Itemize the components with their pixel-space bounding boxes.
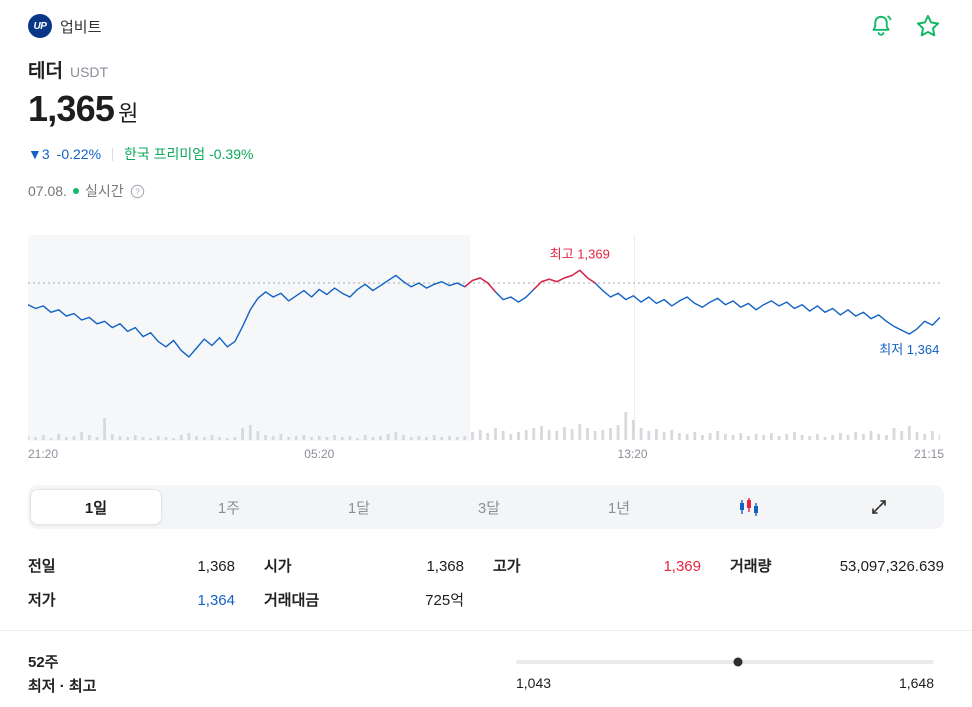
low-annotation: 최저 1,364 — [879, 342, 939, 357]
stat-label: 거래대금 — [264, 592, 320, 609]
previous-day-shade — [28, 235, 471, 441]
x-axis-labels: 21:20 05:20 13:20 21:15 — [28, 445, 944, 463]
upbit-logo-icon[interactable]: UP — [28, 14, 52, 38]
coin-title-row: 테더 USDT — [0, 40, 972, 83]
stat-trade-value: 거래대금 725억 — [264, 589, 464, 610]
period-tab-bar: 1일 1주 1달 3달 1년 — [28, 485, 944, 529]
coin-name: 테더 — [28, 61, 63, 82]
volume-bars — [28, 412, 940, 440]
favorite-star-icon[interactable] — [914, 12, 942, 40]
tab-3m[interactable]: 3달 — [477, 499, 501, 517]
price-line-above-prev-close — [533, 269, 596, 290]
candle-chart-button[interactable] — [684, 485, 814, 529]
candle-chart-icon — [738, 497, 760, 517]
high-annotation: 최고 1,369 — [550, 246, 610, 261]
stat-empty — [493, 589, 701, 610]
week52-section: 52주 최저 · 최고 1,043 1,648 — [0, 631, 972, 699]
x-axis-label: 13:20 — [617, 447, 648, 461]
stat-volume: 거래량 53,097,326.639 — [730, 555, 944, 576]
tab-1y[interactable]: 1년 — [607, 499, 631, 517]
price-line-above-prev-close — [464, 277, 497, 293]
live-label: 실시간 — [84, 183, 124, 199]
stat-label: 거래량 — [730, 558, 772, 575]
stat-value: 1,369 — [663, 558, 701, 575]
x-axis-label: 21:15 — [913, 447, 944, 461]
coin-symbol: USDT — [69, 64, 109, 80]
currency-label: 원 — [118, 101, 139, 126]
change-percent: -0.22% — [56, 146, 102, 162]
app-name: 업비트 — [60, 18, 102, 36]
week52-low: 1,043 — [516, 675, 552, 691]
current-price: 1,365 — [28, 88, 115, 129]
brand[interactable]: UP 업비트 — [28, 14, 101, 38]
live-dot-icon — [72, 188, 79, 194]
date-row: 07.08. 실시간 ? — [0, 164, 972, 201]
stat-label: 고가 — [493, 558, 521, 575]
week52-range-slider: 1,043 1,648 — [516, 651, 934, 699]
fullscreen-icon — [869, 497, 889, 517]
stat-label: 저가 — [28, 592, 56, 609]
x-axis-label: 21:20 — [28, 447, 59, 461]
stat-value: 1,364 — [197, 592, 235, 609]
change-row: ▼3 -0.22% 한국 프리미엄 -0.39% — [0, 130, 972, 164]
stat-low: 저가 1,364 — [28, 589, 235, 610]
tab-1m[interactable]: 1달 — [347, 499, 371, 517]
week52-title: 52주 — [28, 654, 59, 671]
week52-high: 1,648 — [898, 675, 934, 691]
stat-open: 시가 1,368 — [264, 555, 464, 576]
divider — [112, 147, 114, 161]
kimchi-premium: 한국 프리미엄 -0.39% — [124, 146, 254, 162]
stat-value: 1,368 — [197, 558, 235, 575]
change-amount: ▼3 — [28, 146, 50, 162]
notification-bell-icon[interactable] — [868, 13, 894, 39]
fullscreen-button[interactable] — [814, 485, 944, 529]
stat-value: 725억 — [425, 592, 464, 609]
stat-prev-close: 전일 1,368 — [28, 555, 235, 576]
stat-value: 53,097,326.639 — [839, 558, 944, 575]
current-price-marker — [733, 657, 743, 667]
tab-1d[interactable]: 1일 — [30, 489, 162, 525]
tab-1w[interactable]: 1주 — [217, 499, 241, 517]
top-header: UP 업비트 — [0, 0, 972, 40]
range-track — [516, 657, 934, 667]
stat-value: 1,368 — [426, 558, 464, 575]
stats-grid: 전일 1,368 시가 1,368 고가 1,369 거래량 53,097,326.639 저가… — [28, 555, 944, 610]
chart-date: 07.08. — [28, 183, 67, 199]
x-axis-label: 05:20 — [304, 447, 335, 461]
stat-label: 시가 — [264, 558, 292, 575]
price-chart-canvas[interactable]: 최고 1,369 최저 1,364 — [28, 235, 940, 443]
stat-label: 전일 — [28, 558, 56, 575]
svg-text:?: ? — [135, 186, 140, 196]
stat-high: 고가 1,369 — [493, 555, 701, 576]
help-icon[interactable]: ? — [130, 184, 145, 199]
week52-subtitle: 최저 · 최고 — [28, 678, 97, 695]
price-chart: 최고 1,369 최저 1,364 21:20 05:20 13:20 21:15 — [28, 235, 944, 463]
section-divider — [0, 630, 972, 631]
price-row: 1,365 원 — [0, 83, 972, 130]
stat-empty — [730, 589, 944, 610]
